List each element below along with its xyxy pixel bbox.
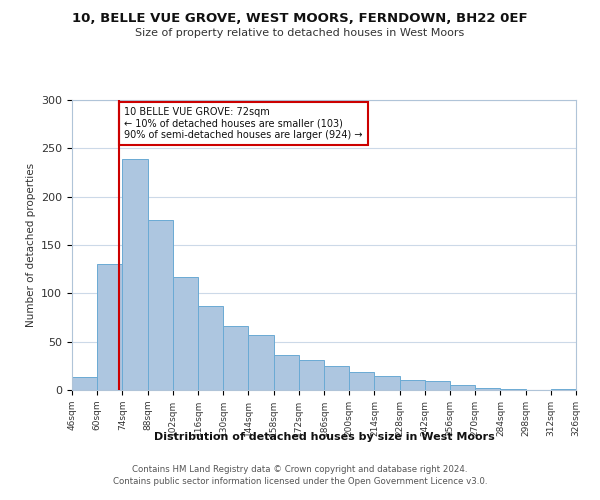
Bar (299, 360, 324, 390)
Bar (97, 264, 122, 390)
Bar (148, 220, 173, 390)
Text: 10, BELLE VUE GROVE, WEST MOORS, FERNDOWN, BH22 0EF: 10, BELLE VUE GROVE, WEST MOORS, FERNDOW… (72, 12, 528, 26)
Bar (198, 306, 223, 390)
Bar (324, 366, 349, 390)
Bar (248, 335, 274, 390)
Bar (223, 326, 248, 390)
Bar (425, 382, 450, 390)
Bar (475, 388, 500, 390)
Bar (400, 380, 425, 390)
Bar (374, 376, 400, 390)
Bar (274, 355, 299, 390)
Text: Contains HM Land Registry data © Crown copyright and database right 2024.: Contains HM Land Registry data © Crown c… (132, 465, 468, 474)
Bar (500, 389, 526, 390)
Bar (72, 378, 97, 390)
Text: Size of property relative to detached houses in West Moors: Size of property relative to detached ho… (136, 28, 464, 38)
Text: 10 BELLE VUE GROVE: 72sqm
← 10% of detached houses are smaller (103)
90% of semi: 10 BELLE VUE GROVE: 72sqm ← 10% of detac… (124, 107, 362, 140)
Y-axis label: Number of detached properties: Number of detached properties (26, 163, 35, 327)
Bar (173, 277, 198, 390)
Bar (349, 372, 374, 390)
Bar (551, 389, 576, 390)
Bar (450, 385, 475, 390)
Bar (122, 159, 148, 390)
Text: Contains public sector information licensed under the Open Government Licence v3: Contains public sector information licen… (113, 478, 487, 486)
Text: Distribution of detached houses by size in West Moors: Distribution of detached houses by size … (154, 432, 494, 442)
